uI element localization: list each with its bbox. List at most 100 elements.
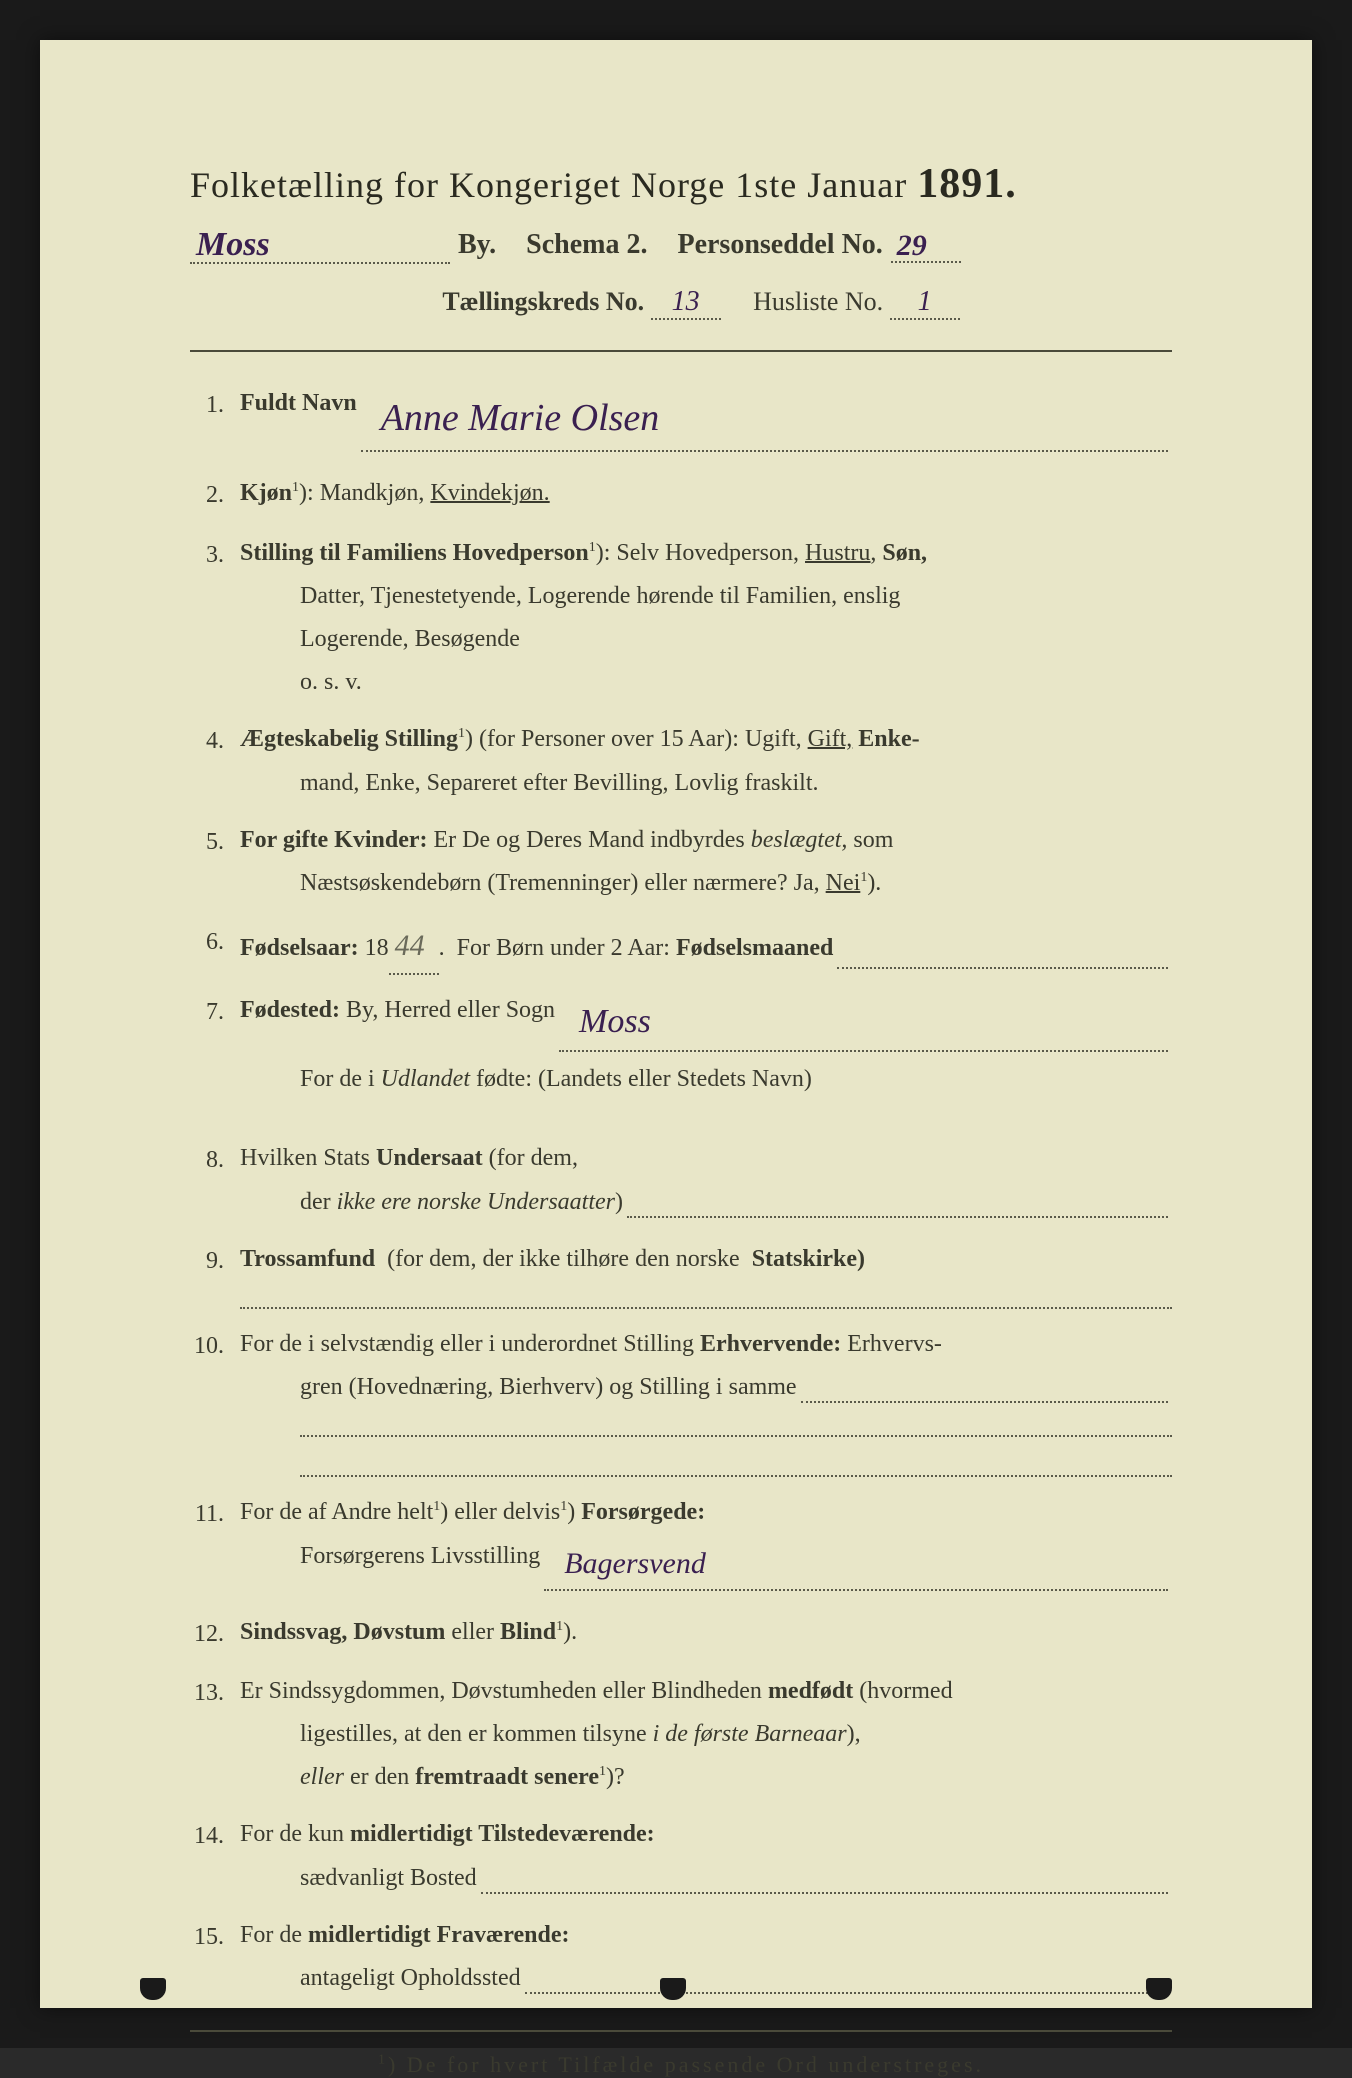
month-field [837,951,1168,969]
l2: sædvanligt Bosted [300,1857,477,1900]
entry-body: Sindssvag, Døvstum eller Blind1). [240,1611,1172,1654]
city-field: Moss [190,224,450,264]
entry-num: 14. [190,1813,240,1858]
divider-top [190,350,1172,352]
option-male: Mandkjøn, [320,480,425,506]
month-label: Fødselsmaaned [676,927,833,970]
line2: der ikke ere norske Undersaatter) [240,1181,1172,1224]
l2b: fødte: (Landets eller Stedets Navn) [476,1066,812,1092]
footnote: 1) De for hvert Tilfælde passende Ord un… [190,2052,1172,2078]
entry-4: 4. Ægteskabelig Stilling1) (for Personer… [190,718,1172,804]
entry-body: Trossamfund (for dem, der ikke tilhøre d… [240,1238,1172,1309]
line2: gren (Hovednæring, Bierhverv) og Stillin… [240,1366,1172,1409]
erhverv-field1 [801,1385,1168,1403]
fn-text: ) De for hvert Tilfælde passende Ord und… [388,2052,984,2077]
l2: Forsørgerens Livsstilling [300,1535,540,1578]
line2: Forsørgerens Livsstilling Bagersvend [240,1535,1172,1597]
by-label: By. [458,229,496,261]
line2: For de i Udlandet fødte: (Landets eller … [240,1058,1172,1101]
line2: Datter, Tjenestetyende, Logerende hørend… [240,575,1172,618]
t1: Hvilken Stats [240,1145,370,1171]
text1: Er De og Deres Mand indbyrdes [434,827,745,853]
century: 18 [365,927,389,970]
personseddel-label: Personseddel No. [677,229,882,261]
entry-body: Hvilken Stats Undersaat (for dem, der ik… [240,1137,1172,1223]
entry-6: 6. Fødselsaar: 18 44. For Børn under 2 A… [190,919,1172,975]
entry-7: 7. Fødested: By, Herred eller Sogn Moss … [190,989,1172,1101]
entry-9: 9. Trossamfund (for dem, der ikke tilhør… [190,1238,1172,1309]
entry-8: 8. Hvilken Stats Undersaat (for dem, der… [190,1137,1172,1223]
sup: 1 [458,726,465,741]
husliste-no-value: 1 [918,286,932,317]
opts-b: Enke- [858,726,919,752]
header-line-2: Moss By. Schema 2. Personseddel No. 29 [190,224,1172,264]
entry-num: 9. [190,1238,240,1283]
opts-a: Ugift, [745,726,802,752]
label: Trossamfund [240,1246,375,1272]
entry-14: 14. For de kun midlertidigt Tilstedevære… [190,1813,1172,1899]
gap [190,1115,1172,1137]
entry-body: Fødselsaar: 18 44. For Børn under 2 Aar:… [240,919,1172,975]
name-field: Anne Marie Olsen [361,382,1168,452]
forsorger-value: Bagersvend [544,1547,706,1580]
sup: 1 [589,540,596,555]
line2a: Næstsøskendebørn (Tremenninger) eller næ… [300,870,820,896]
t2: ) eller delvis [440,1499,560,1525]
erhverv-field2 [300,1417,1172,1437]
sup: 1 [599,1764,606,1779]
place-value: Moss [559,1003,651,1040]
punch-hole-icon [140,1978,166,2000]
line1: Fødested: By, Herred eller Sogn Moss [240,989,1172,1058]
l3b: )? [606,1764,625,1790]
text: (for dem, der ikke tilhøre den norske [387,1246,740,1272]
entry-body: For de af Andre helt1) eller delvis1) Fo… [240,1491,1172,1596]
entry-body: Fuldt Navn Anne Marie Olsen [240,382,1172,458]
l2a: ligestilles, at den er kommen tilsyne [300,1721,647,1747]
erhverv-field3 [300,1457,1172,1477]
line3: eller er den fremtraadt senere1)? [240,1756,1172,1799]
header-title: Folketælling for Kongeriget Norge 1ste J… [190,160,1172,208]
text2: som [853,827,893,853]
selected-gift: Gift, [808,726,853,752]
l3ital: eller [300,1764,344,1790]
husliste-label: Husliste No. [753,287,883,316]
entry-num: 7. [190,989,240,1034]
entry-10: 10. For de i selvstændig eller i underor… [190,1323,1172,1477]
l3bold: fremtraadt senere [415,1764,599,1790]
entry-body: Kjøn1): Mandkjøn, Kvindekjøn. [240,472,1172,515]
page-container: Folketælling for Kongeriget Norge 1ste J… [0,0,1352,2048]
t1: For de af Andre helt [240,1499,433,1525]
line2: sædvanligt Bosted [240,1857,1172,1900]
opts-son: Søn, [882,540,927,566]
entry-num: 5. [190,819,240,864]
entry-num: 2. [190,472,240,517]
label: Stilling til Familiens Hovedperson [240,540,589,566]
l2b: ), [847,1721,861,1747]
entry-body: Stilling til Familiens Hovedperson1): Se… [240,532,1172,705]
label: Fuldt Navn [240,382,357,425]
entry-11: 11. For de af Andre helt1) eller delvis1… [190,1491,1172,1596]
text: By, Herred eller Sogn [346,989,555,1032]
l2ital: ikke ere norske Undersaatter [337,1181,615,1224]
entry-body: For de midlertidigt Fraværende: antageli… [240,1914,1172,2000]
t1: Er Sindssygdommen, Døvstumheden eller Bl… [240,1678,762,1704]
title-year: 1891. [917,161,1017,207]
bold: midlertidigt Fraværende: [308,1922,570,1948]
entry-2: 2. Kjøn1): Mandkjøn, Kvindekjøn. [190,472,1172,517]
personseddel-no-field: 29 [891,227,961,263]
entry-13: 13. Er Sindssygdommen, Døvstumheden elle… [190,1670,1172,1800]
l2ital: Udlandet [381,1066,470,1092]
t2: (hvormed [859,1678,952,1704]
husliste-no-field: 1 [890,286,960,320]
entry-body: Er Sindssygdommen, Døvstumheden eller Bl… [240,1670,1172,1800]
bold2: Statskirke) [752,1246,865,1272]
ital1: beslægtet, [751,827,848,853]
bold2: Blind [500,1619,556,1645]
t2: (for dem, [489,1145,578,1171]
entry-5: 5. For gifte Kvinder: Er De og Deres Man… [190,819,1172,905]
year-field: 44 [389,919,439,975]
line2: mand, Enke, Separeret efter Bevilling, L… [240,762,1172,805]
punch-hole-icon [660,1978,686,2000]
place-field: Moss [559,989,1168,1052]
entry-body: For de kun midlertidigt Tilstedeværende:… [240,1813,1172,1899]
